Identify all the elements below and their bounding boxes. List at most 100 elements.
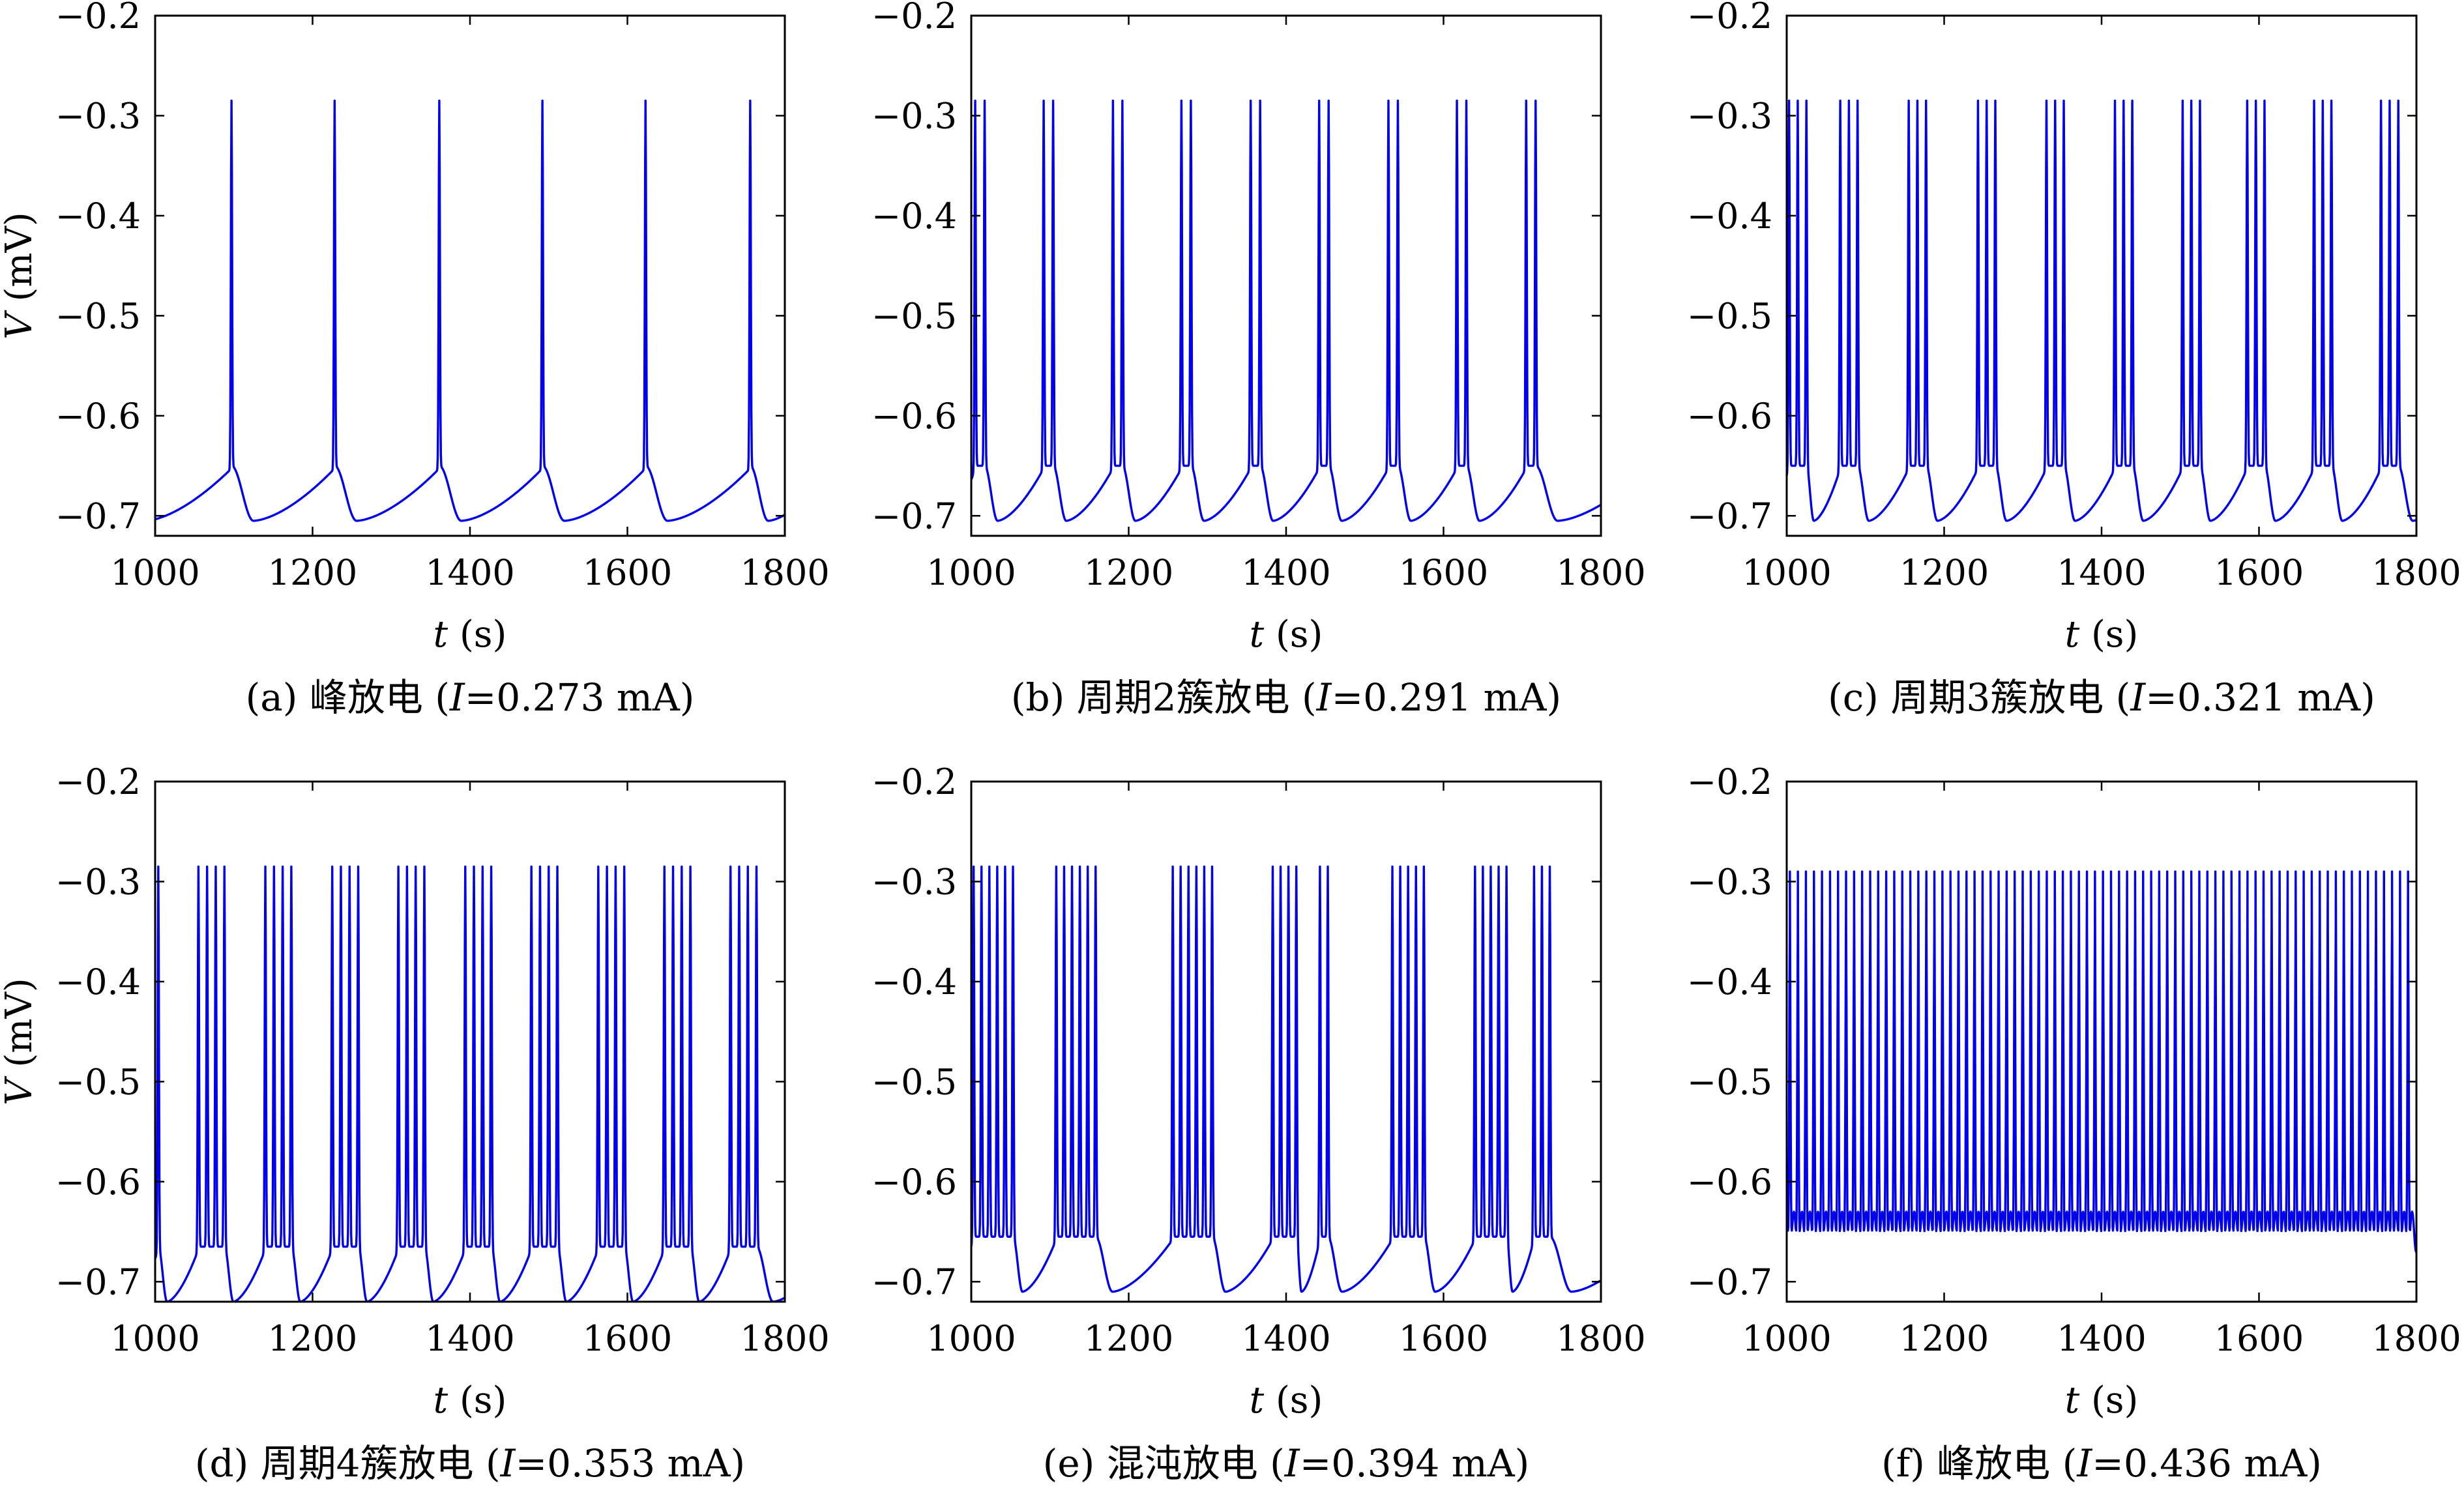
caption-a: (a) 峰放电 (I=0.273 mA)	[246, 675, 695, 720]
voltage-trace-f	[1787, 870, 2416, 1253]
y-axis-unit: (mV)	[0, 978, 40, 1079]
y-tick-label-f: −0.4	[1687, 961, 1772, 1003]
y-tick-label-c: −0.7	[1687, 495, 1772, 536]
x-tick-label-e: 1400	[1241, 1318, 1330, 1359]
x-axis-label-e: t (s)	[1250, 1379, 1323, 1422]
caption-var: I	[1316, 675, 1332, 720]
x-axis-var: t	[433, 613, 448, 656]
y-tick-label-d: −0.6	[55, 1162, 141, 1203]
caption-prefix: (f) 峰放电 (	[1881, 1441, 2077, 1486]
x-axis-var: t	[1250, 1379, 1265, 1422]
caption-rest: =0.394 mA)	[1300, 1441, 1530, 1486]
y-tick-label-d: −0.4	[55, 961, 141, 1003]
x-tick-label-c: 1200	[1899, 552, 1989, 593]
x-tick-label-a: 1200	[268, 552, 357, 593]
x-tick-label-c: 1000	[1742, 552, 1831, 593]
caption-e: (e) 混沌放电 (I=0.394 mA)	[1043, 1441, 1530, 1486]
x-axis-var: t	[433, 1379, 448, 1422]
x-tick-label-d: 1000	[110, 1318, 199, 1359]
plot-frame-b	[970, 14, 1602, 537]
y-tick-label-e: −0.5	[872, 1061, 957, 1102]
y-axis-var: V	[0, 1076, 40, 1106]
y-tick-label-b: −0.5	[872, 295, 957, 336]
x-tick-label-d: 1400	[425, 1318, 514, 1359]
y-tick-label-d: −0.5	[55, 1061, 141, 1102]
x-tick-label-d: 1600	[583, 1318, 672, 1359]
chart-panel-b: 1000 1200 1400 1600 1800 −0.7 −0.6 −0.5 −0.4 −0.3…	[872, 0, 1646, 720]
y-tick-label-c: −0.3	[1687, 95, 1772, 136]
x-axis-label-f: t (s)	[2065, 1379, 2139, 1422]
x-tick-label-c: 1800	[2371, 552, 2461, 593]
y-tick-label-c: −0.4	[1687, 196, 1772, 237]
voltage-trace-d	[155, 865, 785, 1302]
y-tick-label-a: −0.2	[55, 0, 141, 37]
x-axis-label-c: t (s)	[2065, 613, 2139, 656]
y-axis-var: V	[0, 310, 40, 340]
caption-var: I	[2130, 675, 2146, 720]
voltage-trace-a	[155, 99, 785, 522]
x-tick-label-d: 1800	[740, 1318, 829, 1359]
voltage-trace-c	[1787, 99, 2416, 522]
x-tick-label-a: 1800	[740, 552, 829, 593]
x-axis-label-a: t (s)	[433, 613, 507, 656]
voltage-trace-b	[971, 99, 1601, 522]
caption-prefix: (e) 混沌放电 (	[1043, 1441, 1285, 1486]
x-tick-label-e: 1200	[1084, 1318, 1173, 1359]
y-tick-label-d: −0.3	[55, 861, 141, 902]
y-tick-label-d: −0.7	[55, 1261, 141, 1302]
caption-var: I	[500, 1441, 516, 1486]
x-tick-label-f: 1600	[2214, 1318, 2304, 1359]
y-tick-label-a: −0.6	[55, 396, 141, 437]
x-axis-label-b: t (s)	[1250, 613, 1323, 656]
chart-panel-a: 1000 1200 1400 1600 1800 −0.7 −0.6 −0.5 −0.4 −0.3…	[0, 0, 830, 720]
chart-panel-e: 1000 1200 1400 1600 1800 −0.7 −0.6 −0.5 −0.4 −0.3…	[872, 761, 1646, 1486]
caption-var: I	[1284, 1441, 1300, 1486]
x-axis-var: t	[2065, 1379, 2080, 1422]
chart-panel-f: 1000 1200 1400 1600 1800 −0.7 −0.6 −0.5 −0.4 −0.3…	[1687, 761, 2461, 1486]
x-tick-label-c: 1400	[2057, 552, 2146, 593]
x-tick-label-a: 1600	[583, 552, 672, 593]
x-tick-label-f: 1000	[1742, 1318, 1831, 1359]
x-tick-label-b: 1400	[1241, 552, 1330, 593]
y-tick-label-f: −0.2	[1687, 761, 1772, 802]
y-tick-label-a: −0.7	[55, 495, 141, 536]
y-tick-label-f: −0.5	[1687, 1061, 1772, 1102]
x-axis-unit: (s)	[2079, 1379, 2138, 1422]
plot-frame-a	[154, 14, 786, 537]
x-tick-label-b: 1200	[1084, 552, 1173, 593]
x-tick-label-a: 1400	[425, 552, 514, 593]
y-tick-label-e: −0.3	[872, 861, 957, 902]
x-tick-label-b: 1000	[926, 552, 1016, 593]
y-tick-label-b: −0.4	[872, 196, 957, 237]
y-tick-label-e: −0.4	[872, 961, 957, 1003]
caption-f: (f) 峰放电 (I=0.436 mA)	[1881, 1441, 2322, 1486]
y-tick-label-f: −0.3	[1687, 861, 1772, 902]
y-tick-label-b: −0.7	[872, 495, 957, 536]
x-tick-label-e: 1800	[1556, 1318, 1645, 1359]
x-tick-label-b: 1800	[1556, 552, 1645, 593]
caption-var: I	[449, 675, 465, 720]
y-tick-label-f: −0.7	[1687, 1261, 1772, 1302]
caption-rest: =0.273 mA)	[465, 675, 695, 720]
x-axis-label-d: t (s)	[433, 1379, 507, 1422]
y-axis-label-d: V (mV)	[0, 978, 40, 1106]
x-axis-unit: (s)	[1264, 613, 1323, 656]
y-tick-label-c: −0.2	[1687, 0, 1772, 37]
caption-b: (b) 周期2簇放电 (I=0.291 mA)	[1011, 675, 1561, 720]
x-axis-var: t	[1250, 613, 1265, 656]
y-tick-label-b: −0.6	[872, 396, 957, 437]
caption-prefix: (a) 峰放电 (	[246, 675, 450, 720]
voltage-trace-e	[971, 865, 1601, 1293]
y-tick-label-a: −0.5	[55, 295, 141, 336]
caption-prefix: (d) 周期4簇放电 (	[195, 1441, 501, 1486]
x-tick-label-a: 1000	[110, 552, 199, 593]
y-axis-label-a: V (mV)	[0, 212, 40, 340]
x-tick-label-f: 1200	[1899, 1318, 1989, 1359]
x-tick-label-b: 1600	[1399, 552, 1488, 593]
y-tick-label-b: −0.3	[872, 95, 957, 136]
x-axis-unit: (s)	[2079, 613, 2138, 656]
x-tick-label-d: 1200	[268, 1318, 357, 1359]
x-tick-label-e: 1600	[1399, 1318, 1488, 1359]
caption-rest: =0.291 mA)	[1332, 675, 1562, 720]
y-tick-label-c: −0.5	[1687, 295, 1772, 336]
